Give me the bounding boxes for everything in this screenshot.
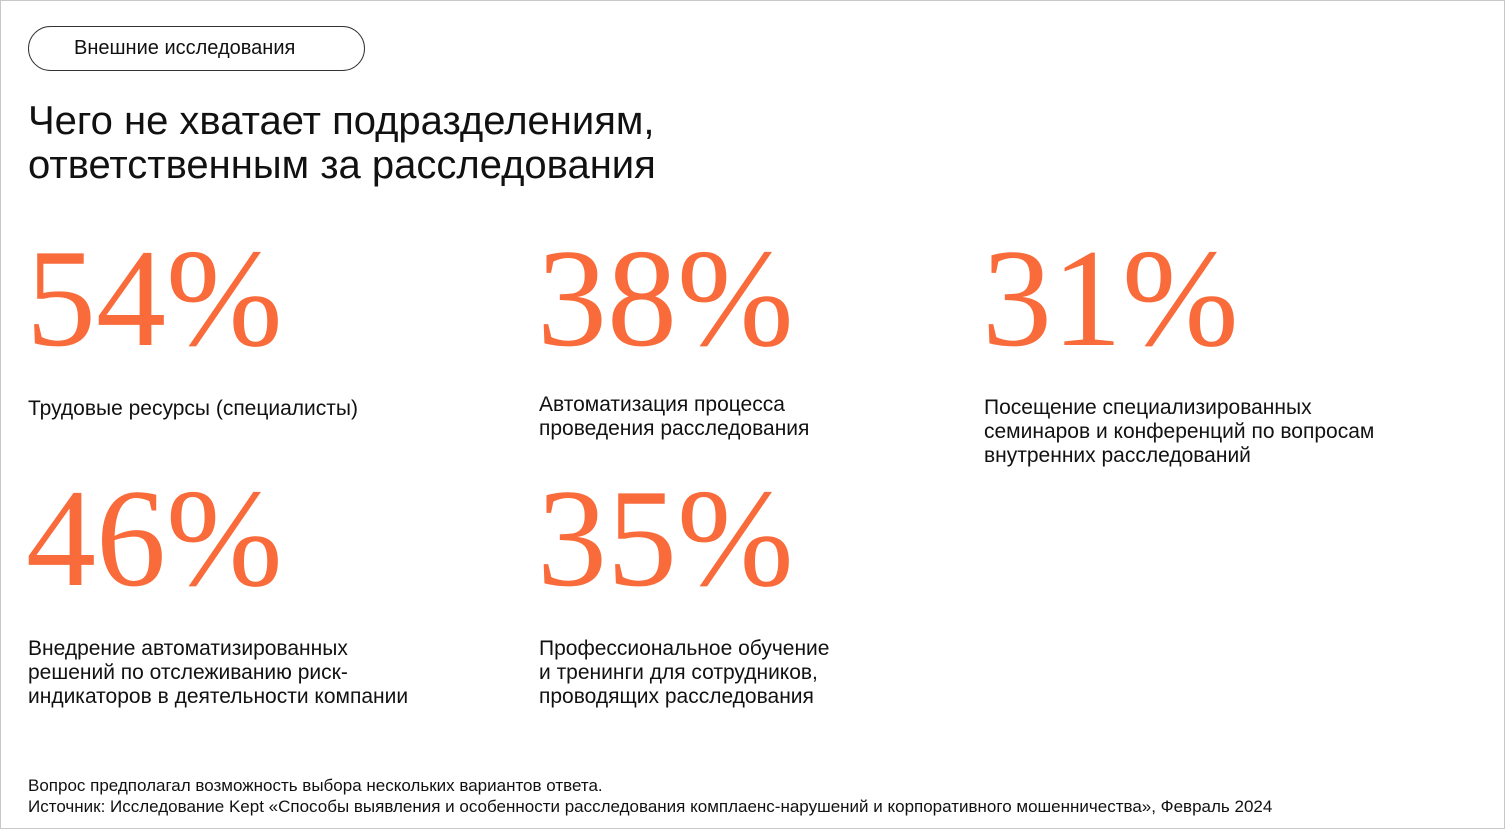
description-line: Посещение специализированных xyxy=(984,396,1312,419)
description-line: проведения расследования xyxy=(539,417,810,440)
footnote: Вопрос предполагал возможность выбора не… xyxy=(28,776,603,795)
description-line: Автоматизация процесса xyxy=(539,393,785,416)
stat: 38% Автоматизация процесса проведения расс… xyxy=(537,221,809,441)
description-line: решений по отслеживанию риск- xyxy=(28,661,348,684)
stat: 31% Посещение специализированных семинаров… xyxy=(982,221,1374,468)
description-line: индикаторов в деятельности компании xyxy=(28,685,409,708)
stat-description: Трудовые ресурсы (специалисты) xyxy=(28,397,358,421)
description-line: семинаров и конференций по вопросам xyxy=(984,420,1375,443)
footnote: Источник: Исследование Kept «Способы выя… xyxy=(28,797,1273,816)
title-line: Чего не хватает подразделениям, xyxy=(28,99,655,143)
stat-value: 31% xyxy=(982,221,1239,376)
stat-value: 46% xyxy=(26,461,283,616)
stat: 35% Профессиональное обучение и тренинги д… xyxy=(537,461,829,709)
stat-value: 54% xyxy=(26,221,283,376)
footnotes: Вопрос предполагал возможность выбора не… xyxy=(28,775,1272,817)
stat-description: Посещение специализированных семинаров и … xyxy=(984,396,1374,468)
stat-value: 38% xyxy=(537,221,794,376)
title: Чего не хватает подразделениям, ответств… xyxy=(28,99,656,187)
title-line: ответственным за расследования xyxy=(28,143,656,187)
description-line: внутренних расследований xyxy=(984,444,1251,467)
stat-description: Профессиональное обучение и тренинги для … xyxy=(539,637,829,709)
description-line: проводящих расследования xyxy=(539,685,814,708)
stat: 54% Трудовые ресурсы (специалисты) xyxy=(26,221,358,421)
stat-description: Автоматизация процесса проведения расслед… xyxy=(539,393,809,441)
description-line: и тренинги для сотрудников, xyxy=(539,661,818,684)
description-line: Внедрение автоматизированных xyxy=(28,637,348,660)
stat-value: 35% xyxy=(537,461,794,616)
stat: 46% Внедрение автоматизированных решений п… xyxy=(26,461,408,709)
section-tag: Внешние исследования xyxy=(28,26,365,71)
description-line: Профессиональное обучение xyxy=(539,637,830,660)
stat-description: Внедрение автоматизированных решений по о… xyxy=(28,637,408,709)
description-line: Трудовые ресурсы (специалисты) xyxy=(28,397,358,420)
